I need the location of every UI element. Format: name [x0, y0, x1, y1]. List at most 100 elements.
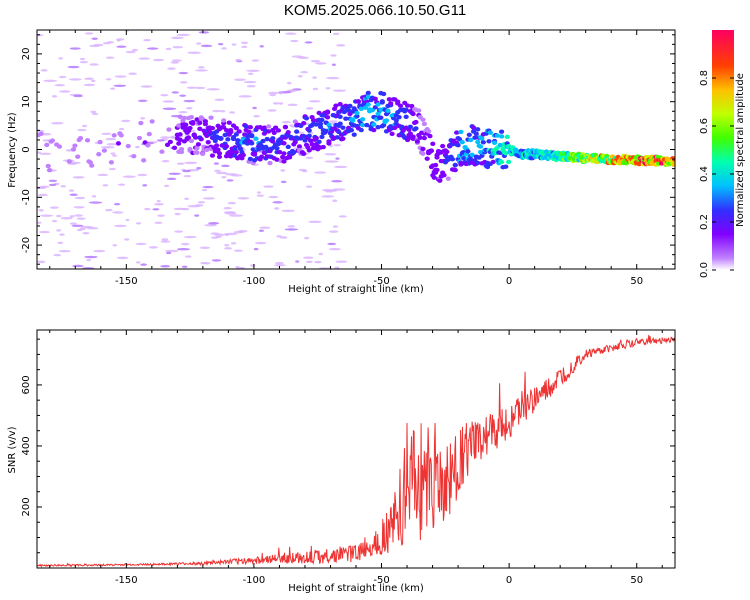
ridge-cell	[392, 125, 398, 131]
ridge-cell	[452, 167, 458, 173]
noise-cell	[297, 131, 305, 135]
ridge-cell	[223, 144, 230, 149]
noise-cell	[58, 249, 71, 253]
noise-cell	[69, 193, 78, 196]
noise-cell	[38, 209, 44, 212]
noise-cell	[200, 44, 213, 48]
noise-cell	[321, 189, 333, 192]
noise-cell	[201, 188, 208, 192]
colorbar-tick-label: 0.2	[699, 214, 710, 230]
ridge-cell	[178, 146, 185, 152]
noise-cell	[144, 207, 151, 211]
noise-cell	[77, 128, 87, 132]
noise-cell	[186, 86, 197, 89]
ridge-cell	[343, 116, 349, 121]
x-tick-label: -150	[115, 575, 138, 586]
noise-cell	[80, 225, 94, 229]
noise-cell	[332, 189, 337, 192]
ridge-cell	[188, 114, 194, 120]
noise-cell	[194, 204, 204, 207]
ridge-cell	[389, 131, 395, 137]
ridge-cell	[84, 138, 91, 143]
noise-cell	[256, 191, 262, 194]
noise-cell	[160, 94, 169, 97]
noise-cell	[287, 225, 295, 228]
ridge-cell	[115, 141, 122, 146]
noise-cell	[105, 56, 115, 59]
ridge-cell	[475, 139, 481, 145]
ridge-cell	[118, 133, 124, 138]
noise-cell	[224, 247, 233, 250]
ridge-cell	[340, 125, 346, 130]
ridge-cell	[131, 153, 137, 159]
noise-cell	[280, 169, 286, 172]
noise-cell	[112, 211, 124, 214]
noise-cell	[284, 32, 297, 35]
noise-cell	[304, 236, 310, 240]
noise-cell	[154, 221, 163, 224]
noise-cell	[237, 197, 250, 200]
ridge-cell	[393, 118, 399, 123]
noise-cell	[206, 88, 220, 91]
noise-cell	[324, 160, 339, 163]
ridge-cell	[360, 117, 366, 122]
noise-cell	[300, 70, 309, 74]
noise-cell	[183, 99, 196, 103]
noise-cell	[328, 247, 341, 251]
noise-cell	[39, 152, 52, 156]
ridge-cell	[386, 97, 392, 102]
noise-cell	[204, 224, 217, 227]
noise-cell	[108, 167, 116, 171]
noise-cell	[88, 201, 103, 204]
ridge-cell	[433, 162, 439, 168]
noise-cell	[305, 156, 314, 160]
noise-cell	[69, 47, 81, 50]
y-tick-label: 0	[21, 146, 32, 152]
noise-cell	[67, 65, 80, 69]
noise-cell	[183, 174, 192, 178]
ridge-cell	[354, 113, 360, 119]
ridge-cell	[183, 122, 189, 127]
noise-cell	[105, 137, 117, 141]
ridge-cell	[337, 101, 343, 107]
noise-cell	[116, 256, 129, 260]
noise-cell	[186, 107, 193, 110]
ridge-cell	[96, 152, 102, 157]
ridge-cell	[437, 178, 443, 183]
noise-cell	[140, 263, 147, 266]
ridge-cell	[388, 101, 394, 106]
noise-cell	[106, 143, 117, 146]
noise-cell	[218, 42, 224, 46]
ridge-cell	[475, 160, 481, 166]
noise-cell	[332, 32, 340, 36]
ridge-cell	[197, 120, 203, 126]
ridge-cell	[197, 126, 203, 132]
ridge-cell	[270, 136, 276, 141]
colorbar-tick-label: 0.6	[699, 118, 710, 134]
ridge-cell	[72, 143, 78, 148]
noise-cell	[180, 242, 190, 246]
ridge-cell	[427, 133, 433, 139]
noise-cell	[230, 242, 237, 245]
noise-cell	[160, 240, 171, 243]
noise-cell	[56, 229, 62, 232]
ridge-cell	[431, 175, 437, 180]
noise-cell	[178, 110, 188, 114]
ridge-cell	[455, 143, 461, 148]
noise-cell	[171, 59, 182, 62]
ridge-cell	[249, 141, 255, 146]
ridge-cell	[487, 130, 493, 135]
noise-cell	[246, 85, 256, 88]
noise-cell	[110, 152, 116, 155]
noise-cell	[101, 132, 112, 136]
ridge-cell	[177, 114, 183, 119]
noise-cell	[297, 75, 303, 78]
noise-cell	[220, 110, 226, 113]
noise-cell	[324, 153, 337, 156]
ridge-cell	[441, 172, 447, 178]
spectrogram-y-label: Frequency (Hz)	[7, 112, 18, 188]
ridge-cell	[351, 132, 357, 137]
noise-cell	[194, 86, 206, 90]
noise-cell	[138, 57, 150, 60]
noise-cell	[40, 69, 48, 72]
